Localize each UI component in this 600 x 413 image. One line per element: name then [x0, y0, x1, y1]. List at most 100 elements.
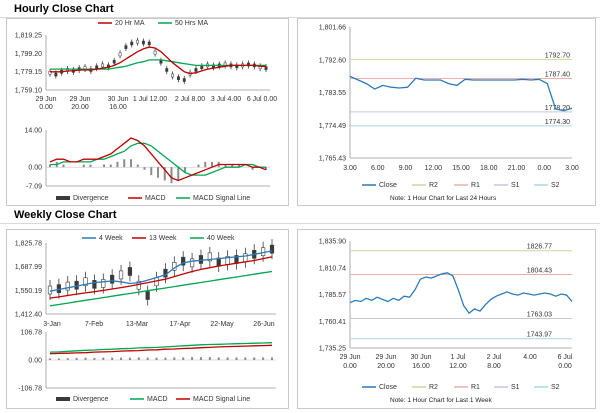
weekly-price-xtick-1: 7-Feb — [85, 321, 103, 328]
hourly-price-candle — [153, 50, 157, 55]
hourly-24h-legend-s2-label: S2 — [551, 182, 560, 189]
weekly-price-candle — [92, 280, 97, 289]
hourly-24h-legend-r2-label: R2 — [429, 182, 438, 189]
hourly-24h-xtick-5: 18.00 — [480, 165, 498, 172]
hourly-price-candle — [95, 65, 99, 69]
hourly-24h-xtick-7: 0.00 — [537, 165, 551, 172]
hourly-24h-level-label-s1: 1778.20 — [545, 105, 570, 112]
weekly-price-ytick-0: 1,825.78 — [15, 241, 42, 248]
hourly-24h-legend-r1-label: R1 — [471, 182, 480, 189]
hourly-price-candle — [159, 59, 163, 64]
weekly-section-title: Weekly Close Chart — [14, 209, 117, 221]
weekly-1week-xtick-2: 30 Jun — [410, 354, 431, 361]
hourly-price-candle — [165, 68, 169, 72]
weekly-price-ytick-1: 1,687.99 — [15, 264, 42, 271]
weekly-1week-close-line — [349, 272, 573, 315]
hourly-24h-level-label-s2: 1774.30 — [545, 119, 570, 126]
weekly-1week-xtick2-0: 0.00 — [343, 363, 357, 370]
weekly-price-legend-40w-label: 40 Week — [207, 235, 235, 242]
weekly-price-candle — [127, 267, 133, 276]
hourly-macd-ytick-0: 14.00 — [24, 128, 42, 135]
weekly-price-candle — [65, 281, 70, 291]
weekly-1week-note: Note: 1 Hour Chart for Last 1 Week — [390, 397, 492, 404]
weekly-1week-level-label-r2: 1826.77 — [527, 244, 552, 251]
hourly-price-candle — [124, 45, 128, 49]
hourly-macd-legend-divergence-swatch — [56, 196, 70, 200]
weekly-price-xtick-0: 3-Jan — [43, 321, 61, 328]
hourly-24h-legend-close-label: Close — [379, 182, 397, 189]
weekly-price-candle — [207, 252, 212, 262]
weekly-1week-legend-r2-label: R2 — [429, 384, 438, 391]
hourly-price-xtick-0: 29 Jun — [35, 96, 56, 103]
weekly-macd-ytick-2: -106.78 — [18, 386, 42, 393]
hourly-title-divider — [0, 17, 600, 18]
weekly-1week-level-label-r1: 1804.43 — [527, 267, 552, 274]
weekly-macd-legend-divergence-swatch — [56, 397, 70, 401]
weekly-price-4w-line — [49, 250, 273, 292]
hourly-price-xtick-2: 30 Jun — [107, 96, 128, 103]
weekly-1week-xtick-4: 2 Jul — [487, 354, 502, 361]
hourly-price-ytick-3: 1,759.10 — [15, 88, 42, 95]
hourly-price-candle — [136, 39, 140, 44]
weekly-1week-xtick-6: 6 Jul — [558, 354, 573, 361]
hourly-24h-ytick-2: 1,783.55 — [319, 90, 346, 97]
hourly-price-candle — [264, 66, 268, 70]
hourly-macd-line — [49, 137, 267, 182]
hourly-price-ytick-0: 1,819.25 — [15, 33, 42, 40]
weekly-price-candle — [145, 291, 150, 300]
hourly-24h-level-label-r2: 1792.70 — [545, 52, 570, 59]
hourly-price-xtick-6: 6 Jul 0.00 — [247, 96, 277, 103]
hourly-macd-signal-line — [50, 142, 266, 176]
hourly-macd-legend-divergence-label: Divergence — [73, 195, 109, 202]
weekly-1week-ytick-3: 1,760.41 — [319, 319, 346, 326]
weekly-price-candle — [243, 253, 248, 263]
hourly-price-xtick-3: 1 Jul 12.00 — [133, 96, 167, 103]
weekly-price-candle — [110, 274, 115, 284]
hourly-24h-xtick-2: 9.00 — [399, 165, 413, 172]
hourly-price-candle — [182, 78, 186, 82]
weekly-title-divider — [0, 223, 600, 224]
weekly-right-panel — [297, 229, 596, 409]
weekly-macd-line — [49, 342, 273, 353]
weekly-1week-xtick2-2: 16.00 — [412, 363, 430, 370]
weekly-1week-ytick-2: 1,785.57 — [319, 292, 346, 299]
hourly-24h-ytick-4: 1,765.43 — [319, 156, 346, 163]
weekly-price-candle — [118, 270, 124, 280]
hourly-24h-xtick-1: 6.00 — [371, 165, 385, 172]
weekly-1week-legend-close-label: Close — [379, 384, 397, 391]
weekly-price-candle — [47, 285, 53, 295]
hourly-macd-ytick-2: -7.09 — [26, 184, 42, 191]
hourly-macd-legend-signal-label: MACD Signal Line — [193, 195, 250, 202]
weekly-1week-ytick-0: 1,835.90 — [319, 239, 346, 246]
hourly-24h-level-label-r1: 1787.40 — [545, 72, 570, 79]
weekly-1week-legend-s2-label: S2 — [551, 384, 560, 391]
hourly-price-candle — [54, 72, 58, 77]
hourly-24h-ytick-3: 1,774.49 — [319, 123, 346, 130]
hourly-price-xtick2-0: 0.00 — [39, 104, 53, 111]
hourly-price-candle — [147, 41, 151, 46]
hourly-price-candle — [200, 65, 204, 69]
weekly-1week-xtick2-1: 20.00 — [377, 363, 395, 370]
weekly-price-xtick-3: 17-Apr — [169, 321, 191, 328]
weekly-macd-signal-line — [49, 344, 273, 355]
weekly-1week-xtick-0: 29 Jun — [339, 354, 360, 361]
hourly-24h-ytick-0: 1,801.66 — [319, 25, 346, 32]
hourly-24h-xtick-4: 15.00 — [452, 165, 470, 172]
weekly-price-legend-4w-label: 4 Week — [99, 235, 123, 242]
hourly-24h-xtick-0: 3.00 — [343, 165, 357, 172]
hourly-price-ytick-1: 1,799.20 — [15, 51, 42, 58]
hourly-24h-xtick-6: 21.00 — [508, 165, 526, 172]
weekly-price-13w-line — [49, 256, 273, 299]
hourly-price-legend-50ma-label: 50 Hrs MA — [175, 20, 208, 27]
weekly-1week-level-label-s1: 1763.03 — [527, 311, 552, 318]
hourly-price-20ma-line — [50, 46, 266, 75]
weekly-1week-ytick-1: 1,810.74 — [319, 265, 346, 272]
hourly-price-legend-20ma-label: 20 Hr MA — [115, 20, 145, 27]
weekly-price-ytick-2: 1,550.19 — [15, 288, 42, 295]
hourly-price-candle — [171, 73, 175, 78]
hourly-section-title: Hourly Close Chart — [14, 3, 114, 15]
weekly-1week-legend-s1-label: S1 — [511, 384, 520, 391]
hourly-price-candle — [176, 76, 180, 80]
hourly-24h-ytick-1: 1,792.60 — [319, 57, 346, 64]
